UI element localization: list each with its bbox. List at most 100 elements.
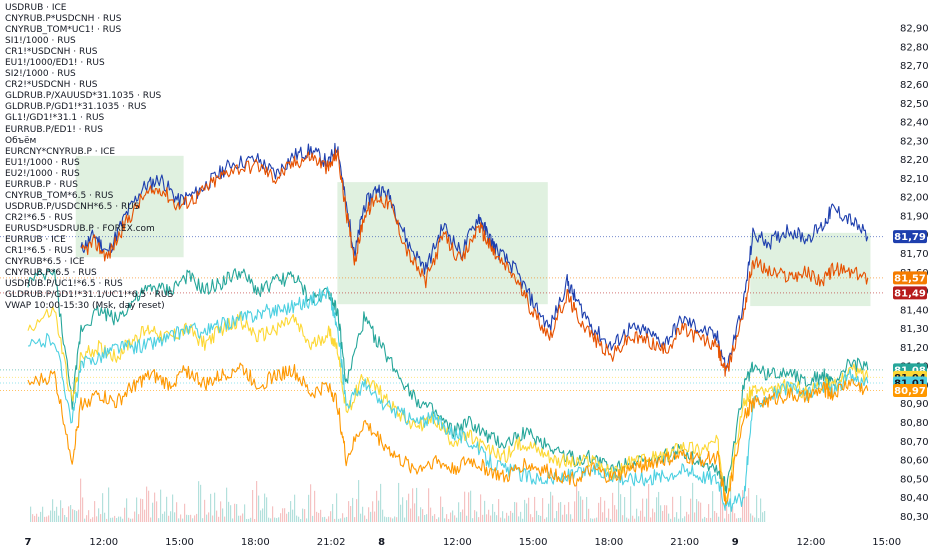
volume-bar [456, 517, 458, 522]
legend-entry[interactable]: CR2!*6.5 · RUS [5, 212, 73, 223]
legend-entry[interactable]: CR1!*6.5 · RUS [5, 246, 73, 257]
volume-bar [38, 516, 40, 522]
legend-entry[interactable]: EU1!/1000/ED1! · RUS [5, 58, 105, 69]
volume-bar [190, 514, 192, 522]
volume-bar [534, 496, 536, 522]
volume-bar [520, 511, 522, 522]
price-tag-label: 81,49 [894, 288, 926, 299]
legend-entry[interactable]: GLDRUB.P/XAUUSD*31.1035 · RUS [5, 91, 162, 102]
volume-bar [382, 509, 384, 522]
legend-entry[interactable]: CR1!*USDCNH · RUS [5, 47, 98, 58]
volume-bar [168, 515, 170, 522]
x-tick-label: 12:00 [443, 537, 472, 548]
volume-bar [470, 490, 472, 522]
y-tick-label: 82,70 [900, 61, 929, 72]
volume-bar [184, 503, 186, 522]
legend-entry[interactable]: EURCNY*CNYRUB.P · ICE [5, 146, 116, 157]
legend-entry[interactable]: CNYRUB.P*6.5 · RUS [5, 268, 97, 279]
legend-entry[interactable]: USDRUB.P/UC1!*6.5 · RUS [5, 279, 123, 290]
volume-bar [682, 518, 684, 522]
volume-bar [286, 513, 288, 522]
volume-bar [342, 513, 344, 522]
volume-bar [246, 518, 248, 522]
legend-entry[interactable]: EURRUB.P · RUS [5, 179, 78, 190]
y-tick-label: 80,50 [900, 474, 929, 485]
legend-entry[interactable]: SI1!/1000 · RUS [5, 36, 76, 47]
legend-entry[interactable]: EURRUB.P/ED1! · RUS [5, 124, 103, 135]
volume-bar [318, 512, 320, 522]
legend-entry[interactable]: GLDRUB.P/GD1!*31.1/UC1!*6.5 · RUS [5, 290, 174, 301]
volume-bar [468, 492, 470, 522]
volume-bar [364, 515, 366, 522]
volume-bar [180, 514, 182, 522]
volume-bar [432, 515, 434, 522]
volume-bar [176, 502, 178, 522]
x-tick-label: 15:00 [165, 537, 194, 548]
volume-bar [156, 501, 158, 522]
volume-bar [80, 478, 82, 522]
volume-bar [408, 493, 410, 522]
volume-bar [294, 494, 296, 522]
volume-bar [642, 498, 644, 522]
volume-bar [572, 518, 574, 522]
volume-bar [396, 517, 398, 522]
legend-entry[interactable]: CNYRUB_TOM*6.5 · RUS [5, 190, 114, 201]
volume-bar [198, 481, 200, 522]
volume-bar [708, 504, 710, 522]
volume-bar [290, 501, 292, 522]
legend-entry[interactable]: EURRUB · ICE [5, 234, 66, 245]
legend-entry[interactable]: CR2!*USDCNH · RUS [5, 80, 98, 91]
volume-bar [166, 496, 168, 522]
legend-entry[interactable]: USDRUB.P/USDCNH*6.5 · RUS [5, 201, 140, 212]
volume-bar [602, 512, 604, 522]
volume-bar [490, 515, 492, 522]
x-tick-label: 12:00 [797, 537, 826, 548]
volume-bar [122, 518, 124, 522]
legend-entry[interactable]: Объём [5, 135, 37, 146]
legend-entry[interactable]: EURUSD*USDRUB.P · FOREX.com [5, 223, 155, 234]
volume-bar [558, 502, 560, 522]
volume-bar [652, 508, 654, 522]
volume-bar [110, 517, 112, 522]
volume-bar [756, 495, 758, 522]
volume-bar [498, 499, 500, 522]
price-tag-bg [893, 384, 927, 398]
volume-bar [508, 515, 510, 522]
volume-bar [226, 487, 228, 522]
legend-entry[interactable]: EU2!/1000 · RUS [5, 168, 80, 179]
legend-entry[interactable]: CNYRUB.P*USDCNH · RUS [5, 14, 122, 25]
volume-bar [518, 516, 520, 522]
legend-entry[interactable]: GL1!/GD1!*31.1 · RUS [5, 113, 105, 124]
volume-bar [700, 502, 702, 522]
volume-bar [140, 498, 142, 522]
volume-bar [272, 506, 274, 522]
volume-bar [522, 518, 524, 522]
legend-entry[interactable]: USDRUB · ICE [5, 3, 67, 13]
volume-bar [440, 496, 442, 522]
volume-bar [384, 516, 386, 522]
legend-entry[interactable]: EU1!/1000 · RUS [5, 157, 80, 168]
legend-entry[interactable]: SI2!/1000 · RUS [5, 69, 76, 80]
volume-bar [568, 502, 570, 522]
volume-bar [698, 501, 700, 522]
volume-bar [90, 518, 92, 522]
volume-bar [574, 501, 576, 522]
volume-bar [578, 491, 580, 522]
volume-bar [284, 508, 286, 522]
volume-bar [464, 491, 466, 522]
volume-bar [616, 509, 618, 522]
volume-bar [506, 512, 508, 522]
price-tag-label: 81,08 [894, 365, 926, 376]
price-tag: 81,49 [893, 286, 927, 300]
legend-entry[interactable]: CNYRUB_TOM*UC1! · RUS [5, 25, 122, 36]
volume-bar [492, 504, 494, 522]
legend-entry[interactable]: VWAP 10:00-15:30 (Msk, day reset) [5, 301, 165, 312]
volume-bar [346, 516, 348, 522]
legend-entry[interactable]: GLDRUB.P/GD1!*31.1035 · RUS [5, 102, 147, 113]
volume-bar [680, 496, 682, 522]
volume-bar [204, 499, 206, 522]
y-tick-label: 81,20 [900, 343, 929, 354]
volume-bar [430, 507, 432, 522]
legend-entry[interactable]: CNYRUB*6.5 · ICE [5, 257, 85, 268]
